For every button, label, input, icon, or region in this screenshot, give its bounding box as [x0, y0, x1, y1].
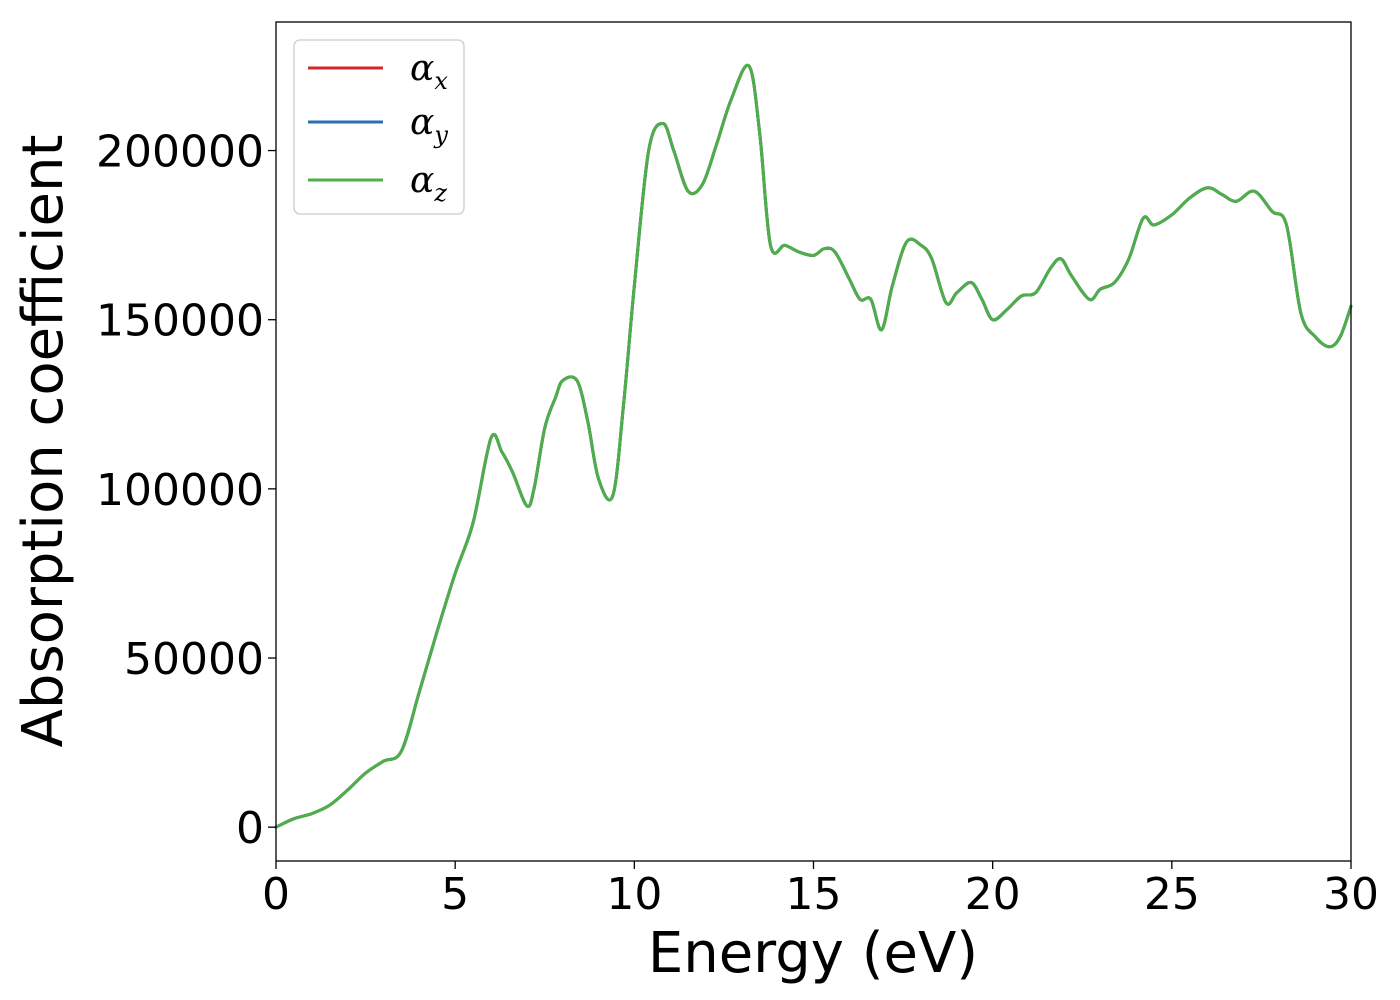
y-tick-label: 0: [236, 803, 264, 854]
series-layer: [274, 63, 1353, 829]
series-line-alpha-z: [274, 63, 1353, 829]
x-axis-ticks: 0 5 10 15 20 25 30: [262, 861, 1379, 920]
x-tick-label: 5: [441, 869, 469, 920]
y-tick-label: 100000: [96, 465, 264, 516]
legend-subscript-y: y: [433, 121, 448, 149]
legend-symbol-alpha-y: α: [410, 102, 434, 143]
legend-label-alpha-x: αx: [410, 48, 448, 95]
legend: αx αy αz: [293, 39, 465, 215]
x-tick-label: 15: [786, 869, 842, 920]
y-tick-label: 50000: [124, 634, 264, 685]
legend-symbol-alpha-x: α: [410, 48, 434, 89]
legend-symbol-alpha-z: α: [410, 160, 434, 201]
legend-label-alpha-z: αz: [410, 160, 447, 207]
y-axis-title: Absorption coefficient: [11, 135, 76, 748]
legend-label-alpha-y: αy: [410, 102, 448, 149]
legend-box: [293, 39, 465, 215]
y-axis-ticks: 0 50000 100000 150000 200000: [96, 127, 276, 854]
legend-subscript-z: z: [433, 179, 447, 207]
legend-subscript-x: x: [434, 67, 448, 95]
x-tick-label: 10: [606, 869, 662, 920]
x-tick-label: 30: [1323, 869, 1379, 920]
x-tick-label: 20: [965, 869, 1021, 920]
x-tick-label: 25: [1144, 869, 1200, 920]
y-tick-label: 200000: [96, 127, 264, 178]
y-tick-label: 150000: [96, 296, 264, 347]
x-axis-title: Energy (eV): [648, 921, 978, 986]
x-tick-label: 0: [262, 869, 290, 920]
